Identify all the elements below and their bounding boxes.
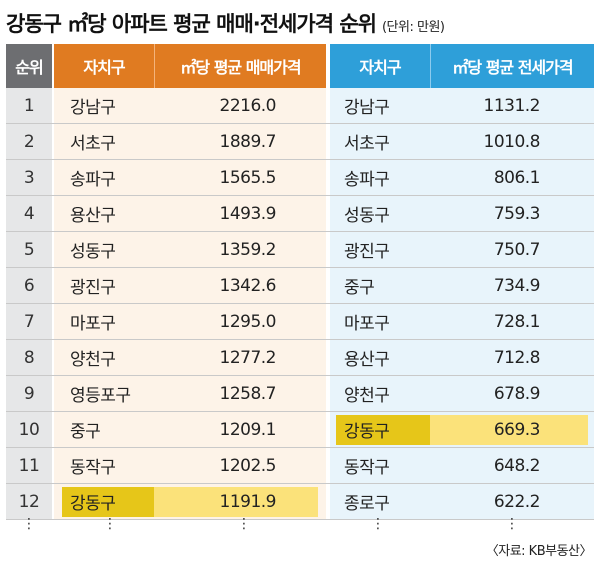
jeonse-district-cell: 양천구 (344, 386, 390, 406)
ellipsis-jeonse-price: ⋮ (505, 516, 519, 532)
rank-cell: 1 (23, 95, 35, 116)
rank-cell: 10 (18, 419, 40, 440)
table-row: 3 송파구 1565.5 송파구 806.1 (6, 160, 594, 196)
rank-cell: 7 (23, 311, 35, 332)
rank-column-bg (6, 88, 52, 520)
jeonse-district-cell: 강동구 (344, 422, 390, 442)
jeonse-price-cell: 728.1 (493, 311, 541, 332)
rank-cell: 2 (23, 131, 35, 152)
header-sale-price: ㎡당 평균 매매가격 (154, 44, 326, 88)
jeonse-district-cell: 용산구 (344, 350, 390, 370)
sale-district-cell: 서초구 (70, 134, 116, 154)
rank-cell: 12 (18, 491, 40, 512)
sale-price-cell: 1295.0 (219, 311, 277, 332)
sale-district-cell: 동작구 (70, 458, 116, 478)
sale-price-cell: 1493.9 (219, 203, 277, 224)
jeonse-price-cell: 759.3 (493, 203, 541, 224)
jeonse-district-cell: 송파구 (344, 170, 390, 190)
table-row: 2 서초구 1889.7 서초구 1010.8 (6, 124, 594, 160)
table-row: 5 성동구 1359.2 광진구 750.7 (6, 232, 594, 268)
ellipsis-rank: ⋮ (22, 516, 36, 532)
sale-price-cell: 1191.9 (219, 491, 277, 512)
sale-price-cell: 1258.7 (219, 383, 277, 404)
sale-price-cell: 2216.0 (219, 95, 277, 116)
jeonse-price-cell: 648.2 (493, 455, 541, 476)
header-district-sale: 자치구 (54, 44, 154, 88)
ellipsis-row: ⋮ ⋮ ⋮ ⋮ ⋮ (6, 516, 594, 544)
sale-price-cell: 1202.5 (219, 455, 277, 476)
table-row: 6 광진구 1342.6 중구 734.9 (6, 268, 594, 304)
jeonse-price-cell: 678.9 (493, 383, 541, 404)
jeonse-price-cell: 712.8 (493, 347, 541, 368)
sale-price-cell: 1209.1 (219, 419, 277, 440)
table-row: 8 양천구 1277.2 용산구 712.8 (6, 340, 594, 376)
table-row: 12 강동구 1191.9 종로구 622.2 (6, 484, 594, 520)
ellipsis-sale-price: ⋮ (237, 516, 251, 532)
sale-price-cell: 1565.5 (219, 167, 277, 188)
table-row: 11 동작구 1202.5 동작구 648.2 (6, 448, 594, 484)
jeonse-price-cell: 734.9 (493, 275, 541, 296)
rank-cell: 4 (23, 203, 35, 224)
table-row: 4 용산구 1493.9 성동구 759.3 (6, 196, 594, 232)
sale-district-cell: 용산구 (70, 206, 116, 226)
source-note: 〈자료: KB부동산〉 (485, 544, 593, 559)
rank-cell: 11 (18, 455, 40, 476)
sale-district-highlight (62, 487, 154, 517)
table-row: 10 중구 1209.1 강동구 669.3 (6, 412, 594, 448)
sale-district-cell: 성동구 (70, 242, 116, 262)
jeonse-price-cell: 806.1 (493, 167, 541, 188)
jeonse-district-cell: 종로구 (344, 494, 390, 514)
rank-cell: 8 (23, 347, 35, 368)
sale-column-bg (54, 88, 326, 520)
rank-cell: 9 (23, 383, 35, 404)
jeonse-district-cell: 동작구 (344, 458, 390, 478)
table-row: 1 강남구 2216.0 강남구 1131.2 (6, 88, 594, 124)
jeonse-district-cell: 광진구 (344, 242, 390, 262)
title-row: 강동구 ㎡당 아파트 평균 매매·전세가격 순위 (단위: 만원) (6, 8, 594, 44)
sale-district-cell: 영등포구 (70, 386, 131, 406)
jeonse-district-cell: 중구 (344, 278, 375, 298)
jeonse-district-cell: 강남구 (344, 98, 390, 118)
header-jeonse-price: ㎡당 평균 전세가격 (430, 44, 594, 88)
sale-district-cell: 강동구 (70, 494, 116, 514)
header-district-jeonse: 자치구 (330, 44, 430, 88)
jeonse-district-cell: 마포구 (344, 314, 390, 334)
table-row: 9 영등포구 1258.7 양천구 678.9 (6, 376, 594, 412)
rank-cell: 6 (23, 275, 35, 296)
sale-district-cell: 강남구 (70, 98, 116, 118)
sale-district-cell: 중구 (70, 422, 101, 442)
sale-price-cell: 1359.2 (219, 239, 277, 260)
rank-cell: 5 (23, 239, 35, 260)
jeonse-price-cell: 750.7 (493, 239, 541, 260)
header-rank: 순위 (6, 44, 52, 88)
page-title: 강동구 ㎡당 아파트 평균 매매·전세가격 순위 (6, 12, 377, 36)
sale-district-cell: 송파구 (70, 170, 116, 190)
sale-price-cell: 1342.6 (219, 275, 277, 296)
jeonse-price-cell: 622.2 (493, 491, 541, 512)
table-body: 1 강남구 2216.0 강남구 1131.2 2 서초구 1889.7 서초구 1010.8 3 송… (6, 88, 594, 520)
unit-label: (단위: 만원) (381, 20, 445, 35)
jeonse-district-highlight (336, 415, 430, 445)
sale-district-cell: 양천구 (70, 350, 116, 370)
sale-district-cell: 광진구 (70, 278, 116, 298)
ellipsis-jeonse-district: ⋮ (371, 516, 385, 532)
ellipsis-sale-district: ⋮ (103, 516, 117, 532)
sale-price-cell: 1889.7 (219, 131, 277, 152)
table-row: 7 마포구 1295.0 마포구 728.1 (6, 304, 594, 340)
jeonse-price-cell: 1010.8 (483, 131, 541, 152)
jeonse-district-cell: 서초구 (344, 134, 390, 154)
jeonse-district-cell: 성동구 (344, 206, 390, 226)
jeonse-price-cell: 1131.2 (483, 95, 541, 116)
sale-district-cell: 마포구 (70, 314, 116, 334)
jeonse-column-bg (330, 88, 594, 520)
rank-cell: 3 (23, 167, 35, 188)
jeonse-price-cell: 669.3 (493, 419, 541, 440)
sale-price-cell: 1277.2 (219, 347, 277, 368)
